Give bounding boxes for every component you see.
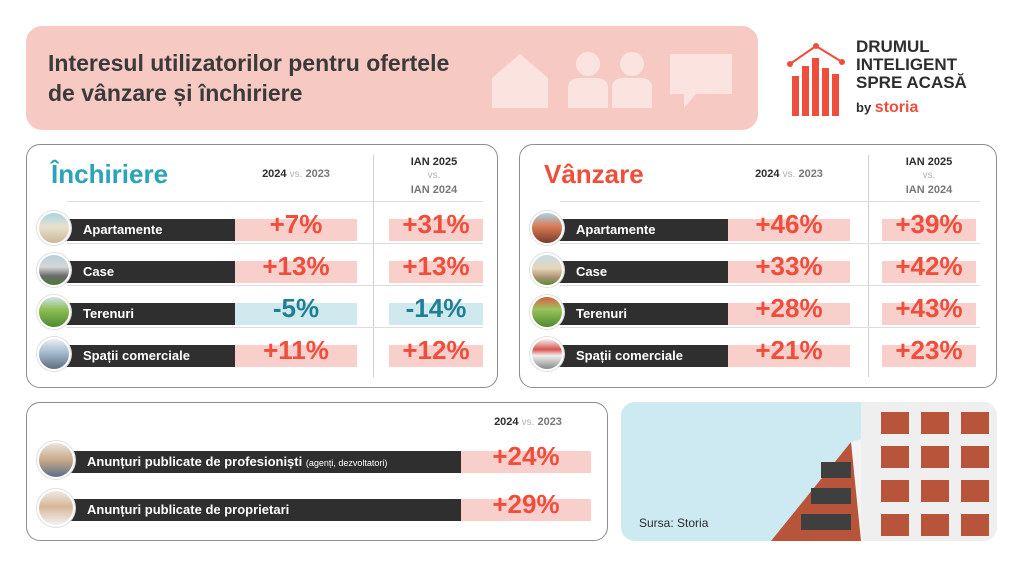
value-yoy: +7% bbox=[235, 209, 357, 241]
logo-brand: storia bbox=[874, 99, 919, 116]
professionals-photo-icon bbox=[37, 441, 75, 479]
source-label: Sursa: Storia bbox=[639, 516, 709, 530]
value-jan: +12% bbox=[389, 335, 483, 367]
building-photo: Sursa: Storia bbox=[621, 402, 997, 541]
chat-bubble-icon bbox=[670, 54, 732, 108]
col-header-yoy: 2024 vs. 2023 bbox=[262, 168, 330, 180]
col-header-yoy: 2024 vs. 2023 bbox=[755, 168, 823, 180]
table-row: Apartamente +7% +31% bbox=[37, 209, 487, 245]
column-divider bbox=[373, 155, 374, 377]
field-photo-icon bbox=[530, 295, 564, 329]
value-yoy: +33% bbox=[728, 251, 850, 283]
table-row: Spații comerciale +11% +12% bbox=[37, 335, 487, 371]
inchiriere-panel: Închiriere 2024 vs. 2023 IAN 2025 vs. IA… bbox=[26, 144, 498, 388]
value-jan: +13% bbox=[389, 251, 483, 283]
anunturi-panel: 2024 vs. 2023 Anunțuri publicate de prof… bbox=[26, 402, 608, 541]
row-divider bbox=[560, 201, 980, 202]
col-header-jan: IAN 2025 vs. IAN 2024 bbox=[410, 156, 458, 196]
row-divider bbox=[560, 243, 980, 244]
col-header-yoy: 2024 vs. 2023 bbox=[494, 416, 562, 428]
value-jan: +42% bbox=[882, 251, 976, 283]
value-jan: +23% bbox=[882, 335, 976, 367]
owner-photo-icon bbox=[37, 489, 75, 527]
house-icon bbox=[492, 54, 548, 108]
col-header-jan: IAN 2025 vs. IAN 2024 bbox=[905, 156, 953, 196]
house-photo-icon bbox=[530, 253, 564, 287]
apartment-building-icon bbox=[37, 211, 71, 245]
table-row: Terenuri +28% +43% bbox=[530, 293, 986, 329]
people-icon bbox=[568, 52, 652, 108]
field-photo-icon bbox=[37, 295, 71, 329]
value-yoy: +11% bbox=[235, 335, 357, 367]
value-yoy: +13% bbox=[235, 251, 357, 283]
row-label: Case bbox=[53, 261, 243, 283]
column-divider bbox=[868, 155, 869, 377]
house-photo-icon bbox=[37, 253, 71, 287]
row-divider bbox=[560, 285, 980, 286]
table-row: Apartamente +46% +39% bbox=[530, 209, 986, 245]
table-row: Spații comerciale +21% +23% bbox=[530, 335, 986, 371]
apartment-building-icon bbox=[530, 211, 564, 245]
logo-text: DRUMUL INTELIGENT SPRE ACASĂ bbox=[856, 37, 967, 92]
table-row: Anunțuri publicate de profesioniști (age… bbox=[37, 441, 597, 479]
commercial-space-icon bbox=[37, 337, 71, 371]
value-jan: +43% bbox=[882, 293, 976, 325]
row-label: Spații comerciale bbox=[546, 345, 728, 367]
vanzare-panel: Vânzare 2024 vs. 2023 IAN 2025 vs. IAN 2… bbox=[519, 144, 997, 388]
page-title: Interesul utilizatorilor pentru ofertele… bbox=[48, 50, 450, 106]
value-jan: -14% bbox=[389, 293, 483, 325]
value-yoy: -5% bbox=[235, 293, 357, 325]
commercial-space-icon bbox=[530, 337, 564, 371]
row-label: Terenuri bbox=[53, 303, 243, 325]
row-label: Anunțuri publicate de proprietari bbox=[53, 499, 461, 521]
value-yoy: +28% bbox=[728, 293, 850, 325]
bar-chart-house-icon bbox=[787, 43, 845, 116]
table-row: Anunțuri publicate de proprietari +29% bbox=[37, 489, 597, 527]
row-label: Spații comerciale bbox=[53, 345, 243, 367]
header-banner: Interesul utilizatorilor pentru ofertele… bbox=[26, 26, 758, 130]
logo-by: by storia bbox=[856, 99, 919, 116]
logo: DRUMUL INTELIGENT SPRE ACASĂ by storia bbox=[786, 38, 996, 122]
row-label: Apartamente bbox=[53, 219, 243, 241]
value-yoy: +24% bbox=[461, 441, 591, 473]
row-label: Apartamente bbox=[546, 219, 728, 241]
value-yoy: +29% bbox=[461, 489, 591, 521]
value-yoy: +46% bbox=[728, 209, 850, 241]
row-divider bbox=[67, 243, 483, 244]
apartment-building-illustration bbox=[621, 402, 997, 541]
row-divider bbox=[67, 327, 483, 328]
value-jan: +39% bbox=[882, 209, 976, 241]
table-row: Case +13% +13% bbox=[37, 251, 487, 287]
table-row: Terenuri -5% -14% bbox=[37, 293, 487, 329]
vanzare-title: Vânzare bbox=[544, 159, 644, 189]
value-yoy: +21% bbox=[728, 335, 850, 367]
row-divider bbox=[67, 285, 483, 286]
table-row: Case +33% +42% bbox=[530, 251, 986, 287]
row-label: Terenuri bbox=[546, 303, 728, 325]
value-jan: +31% bbox=[389, 209, 483, 241]
row-label: Anunțuri publicate de profesioniști (age… bbox=[53, 451, 461, 473]
row-label: Case bbox=[546, 261, 728, 283]
row-divider bbox=[67, 201, 483, 202]
row-divider bbox=[560, 327, 980, 328]
inchiriere-title: Închiriere bbox=[51, 159, 169, 189]
